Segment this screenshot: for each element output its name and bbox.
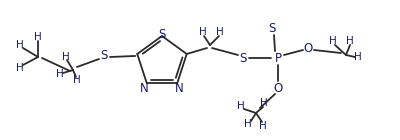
Text: H: H: [216, 27, 224, 37]
Text: H: H: [244, 119, 252, 129]
Text: H: H: [260, 98, 268, 108]
Text: H: H: [62, 52, 70, 62]
Text: H: H: [16, 40, 24, 50]
Text: H: H: [34, 32, 42, 42]
Text: H: H: [237, 101, 245, 111]
Text: H: H: [199, 27, 207, 37]
Text: H: H: [329, 36, 337, 46]
Text: S: S: [158, 27, 166, 40]
Text: N: N: [140, 81, 149, 94]
Text: S: S: [100, 48, 108, 61]
Text: H: H: [56, 69, 64, 79]
Text: S: S: [268, 22, 276, 34]
Text: S: S: [239, 52, 247, 65]
Text: H: H: [16, 63, 24, 73]
Text: O: O: [273, 81, 283, 94]
Text: H: H: [354, 52, 362, 62]
Text: H: H: [346, 36, 354, 46]
Text: O: O: [303, 41, 313, 54]
Text: P: P: [274, 52, 282, 65]
Text: H: H: [73, 75, 81, 85]
Text: H: H: [259, 121, 267, 131]
Text: N: N: [175, 81, 184, 94]
